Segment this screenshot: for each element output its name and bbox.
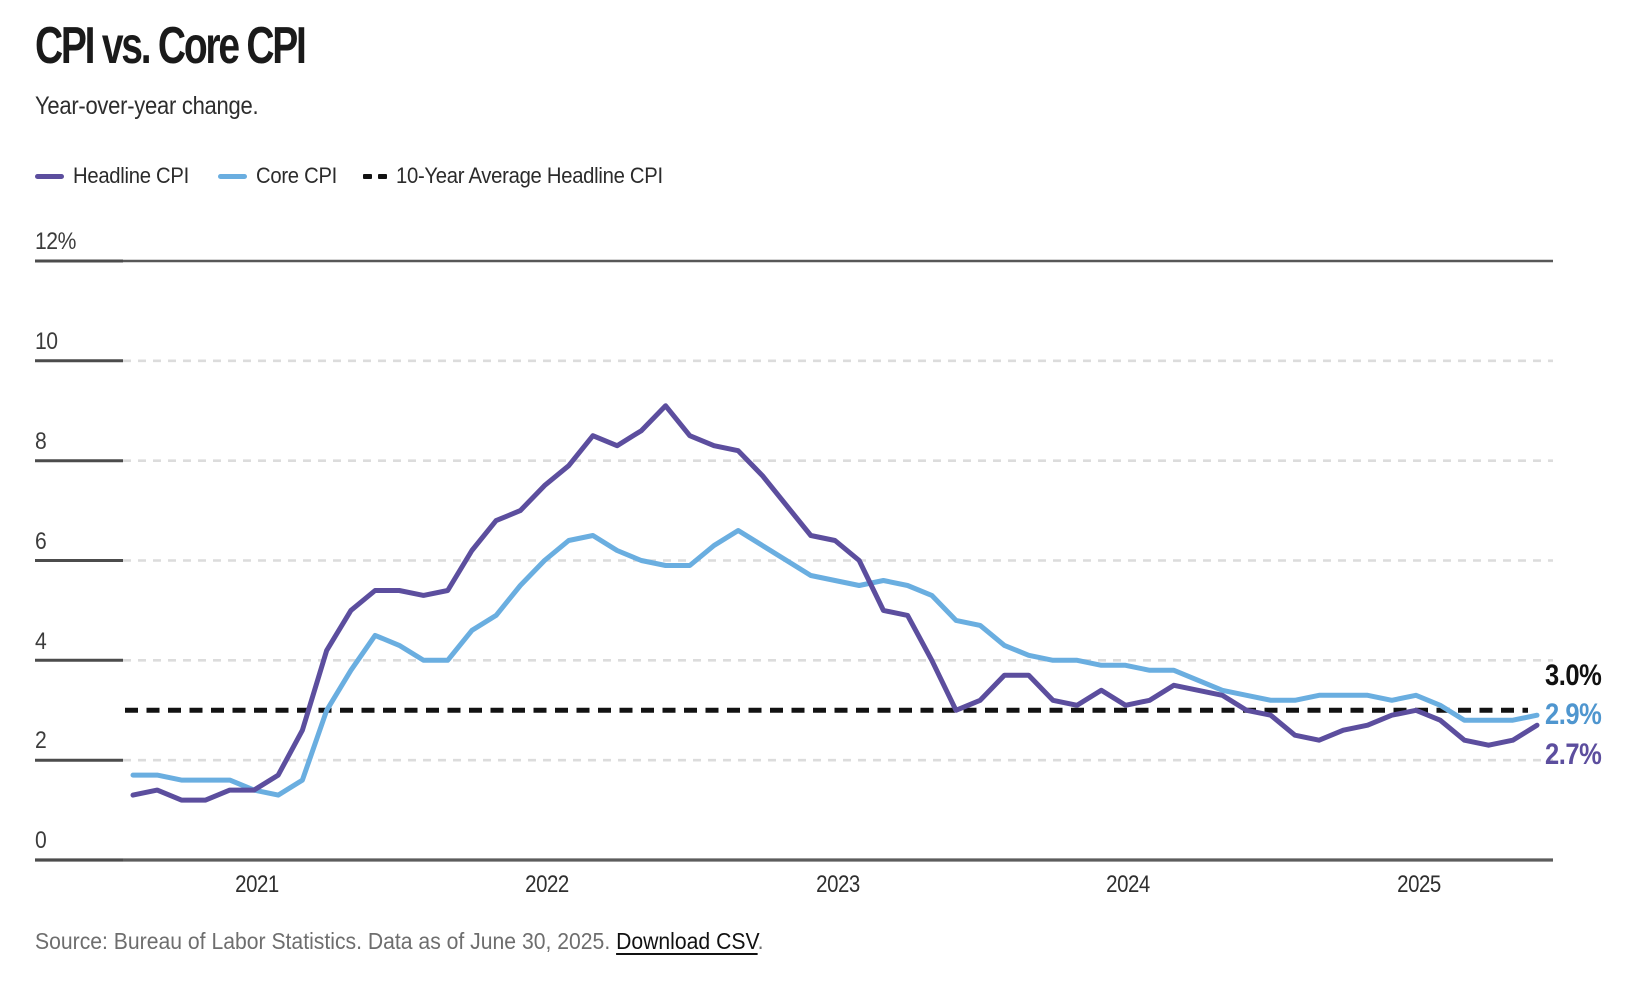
source-suffix: . xyxy=(757,928,764,954)
core-cpi-line xyxy=(130,528,1540,798)
legend-item-core-cpi: Core CPI xyxy=(218,163,344,189)
legend-label-headline-cpi: Headline CPI xyxy=(73,163,189,188)
legend-item-10yr-average: 10-Year Average Headline CPI xyxy=(363,163,686,189)
y-axis-tick-label: 4 xyxy=(35,628,47,655)
y-axis-tick-label: 0 xyxy=(35,827,47,854)
x-axis-tick-label: 2024 xyxy=(1106,871,1150,898)
legend-label-core-cpi: Core CPI xyxy=(256,163,338,188)
source-note: Source: Bureau of Labor Statistics. Data… xyxy=(35,926,764,956)
y-axis-tick-label: 2 xyxy=(35,727,47,754)
legend-label-10yr-average: 10-Year Average Headline CPI xyxy=(396,163,663,188)
y-axis-tick-label: 8 xyxy=(35,428,47,455)
dash-segment xyxy=(378,173,388,179)
core-value-label: 2.9% xyxy=(1545,698,1602,731)
chart-legend: Headline CPI Core CPI 10-Year Average He… xyxy=(35,163,686,189)
y-axis-tick-label: 10 xyxy=(35,328,58,355)
core-cpi-line-swatch xyxy=(218,173,248,179)
x-axis-tick-label: 2021 xyxy=(235,871,279,898)
y-axis-tick-label: 12% xyxy=(35,228,76,255)
y-axis-tick-label: 6 xyxy=(35,528,47,555)
avg-value-label: 3.0% xyxy=(1545,659,1602,692)
source-text: Source: Bureau of Labor Statistics. Data… xyxy=(35,928,617,954)
x-axis-tick-label: 2023 xyxy=(816,871,860,898)
headline-cpi-line xyxy=(130,403,1540,803)
legend-item-headline-cpi: Headline CPI xyxy=(35,163,199,189)
page-title: CPI vs. Core CPI xyxy=(35,17,307,75)
page-subtitle: Year-over-year change. xyxy=(35,92,259,120)
avg-cpi-dash-swatch xyxy=(363,173,388,179)
x-axis-tick-label: 2022 xyxy=(525,871,569,898)
headline-value-label: 2.7% xyxy=(1545,738,1602,771)
dash-segment xyxy=(363,173,373,179)
download-csv-link[interactable]: Download CSV xyxy=(616,928,758,954)
headline-cpi-line-swatch xyxy=(35,173,64,179)
x-axis-tick-label: 2025 xyxy=(1397,871,1441,898)
